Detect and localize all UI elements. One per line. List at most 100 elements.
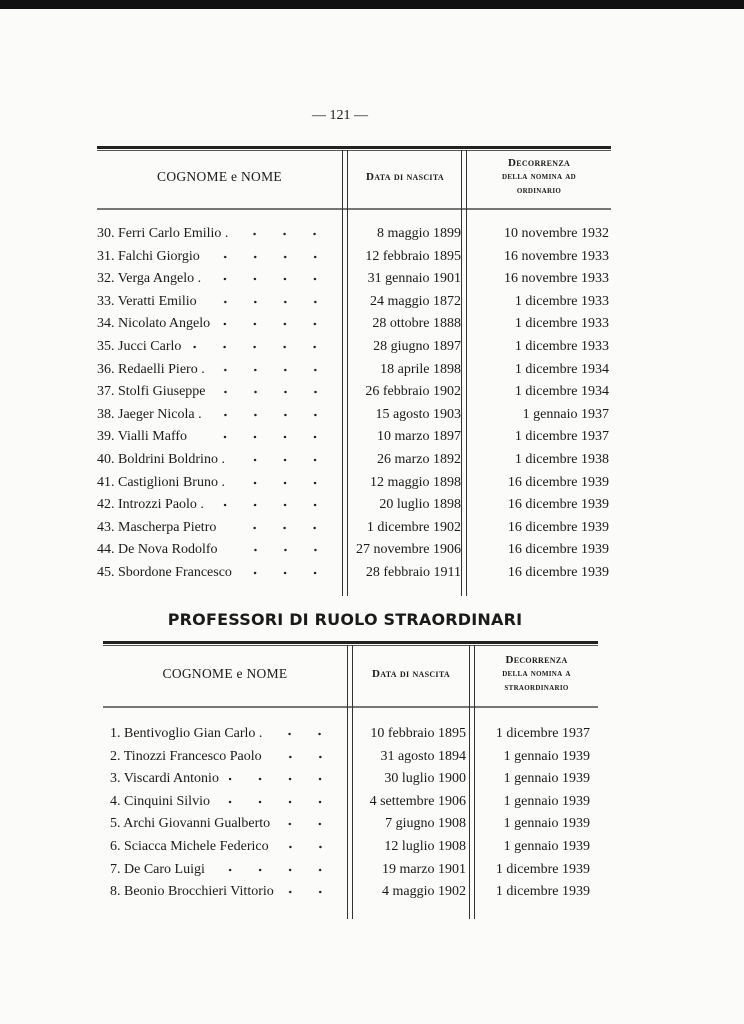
cell-decorrenza: 1 gennaio 1937 [522,406,609,422]
cell-decorrenza: 16 novembre 1933 [504,248,609,264]
cell-decorrenza: 1 dicembre 1934 [514,361,609,377]
cell-name: 33. Veratti Emilio [97,293,197,309]
cell-decorrenza: 16 dicembre 1939 [507,542,609,558]
cell-name-wrapper: 35. Jucci Carlo [97,337,340,357]
header-birth: Data di nascita [366,171,444,183]
cell-name-wrapper: 32. Verga Angelo . [97,269,340,289]
column-divider [469,645,475,919]
cell-name: 3. Viscardi Antonio [110,771,219,787]
cell-name-wrapper: 36. Redaelli Piero . [97,360,340,380]
top-rule [97,146,611,149]
cell-name-wrapper: 31. Falchi Giorgio [97,247,340,267]
top-rule [103,641,598,644]
cell-name-wrapper: 6. Sciacca Michele Federico [103,837,345,857]
cell-decorrenza: 1 dicembre 1938 [514,452,609,467]
leader-dots [234,479,330,486]
table-row: 5. Archi Giovanni Gualberto 7 giugno 1908… [103,814,598,834]
cell-birth-date: 31 agosto 1894 [380,748,466,764]
table-row: 34. Nicolato Angelo 28 ottobre 1888 1 dice… [97,314,611,334]
leader-dots [234,457,330,463]
cell-name: 40. Boldrini Boldrino . [97,452,225,467]
cell-birth-date: 10 febbraio 1895 [370,726,466,741]
cell-birth-date: 28 febbraio 1911 [365,565,461,580]
cell-decorrenza: 10 novembre 1932 [504,226,609,241]
cell-name: 39. Vialli Maffo [97,429,188,445]
header-decorrenza-line: ordinario [516,185,562,196]
cell-name-wrapper: 37. Stolfi Giuseppe [97,382,340,402]
cell-birth-date: 28 ottobre 1888 [372,316,461,332]
cell-decorrenza: 16 dicembre 1939 [507,497,609,513]
cell-name-wrapper: 40. Boldrini Boldrino . [97,450,340,470]
table-row: 45. Sbordone Francesco 28 febbraio 1911 16… [97,563,611,583]
cell-decorrenza: 1 gennaio 1939 [503,793,590,809]
cell-decorrenza: 1 dicembre 1939 [495,884,590,900]
cell-birth-date: 12 febbraio 1895 [365,248,461,264]
cell-decorrenza: 1 gennaio 1939 [503,816,590,832]
table-row: 6. Sciacca Michele Federico 12 luglio 190… [103,837,598,857]
cell-birth-date: 26 marzo 1892 [377,452,461,467]
header-decorrenza-line: Decorrenza [507,157,571,169]
table-row: 31. Falchi Giorgio 12 febbraio 1895 16 nov… [97,247,611,267]
table-row: 40. Boldrini Boldrino . 26 marzo 1892 1 di… [97,450,611,470]
leader-dots [209,253,330,260]
cell-name: 35. Jucci Carlo [97,339,182,354]
table-row: 35. Jucci Carlo 28 giugno 1897 1 dicembre … [97,337,611,357]
cell-decorrenza: 1 gennaio 1939 [503,748,590,764]
cell-name-wrapper: 39. Vialli Maffo [97,427,340,447]
table-row: 33. Veratti Emilio 24 maggio 1872 1 dicemb… [97,292,611,312]
cell-name: 37. Stolfi Giuseppe [97,384,206,400]
cell-name-wrapper: 33. Veratti Emilio [97,292,340,312]
header-birth: Data di nascita [372,668,450,680]
header-rule [97,208,611,210]
cell-name: 31. Falchi Giorgio [97,248,200,264]
leader-dots [197,434,330,441]
table-row: 8. Beonio Brocchieri Vittorio 4 maggio 19… [103,882,598,902]
cell-decorrenza: 1 dicembre 1934 [514,384,609,400]
cell-birth-date: 12 luglio 1908 [384,839,466,854]
cell-name: 41. Castiglioni Bruno . [97,474,225,490]
header-decorrenza-line: della nomina a [502,668,571,679]
cell-name-wrapper: 45. Sbordone Francesco [97,563,340,583]
cell-birth-date: 4 settembre 1906 [369,793,466,809]
cell-decorrenza: 1 dicembre 1939 [495,861,590,877]
leader-dots [215,389,330,396]
cell-birth-date: 28 giugno 1897 [373,339,461,354]
cell-name-wrapper: 2. Tinozzi Francesco Paolo [103,747,345,767]
leader-dots [220,321,330,328]
leader-dots [226,524,330,531]
leader-dots [272,731,335,737]
cell-name-wrapper: 34. Nicolato Angelo [97,314,340,334]
cell-name-wrapper: 5. Archi Giovanni Gualberto [103,814,345,834]
cell-name: 32. Verga Angelo . [97,271,202,287]
leader-dots [211,411,330,418]
header-rule [103,706,598,708]
leader-dots [227,547,330,554]
cell-name: 4. Cinquini Silvio [110,793,210,809]
cell-name: 30. Ferri Carlo Emilio . [97,226,229,241]
cell-decorrenza: 16 dicembre 1939 [507,519,609,535]
leader-dots [214,366,330,373]
table-row: 32. Verga Angelo . 31 gennaio 1901 16 nove… [97,269,611,289]
section-title: PROFESSORI DI RUOLO STRAORDINARI [167,610,523,629]
leader-dots [213,502,330,509]
cell-birth-date: 24 maggio 1872 [370,293,461,309]
cell-birth-date: 30 luglio 1900 [384,771,466,787]
header-decorrenza-line: Decorrenza [505,654,568,666]
table-row: 44. De Nova Rodolfo 27 novembre 1906 16 di… [97,540,611,560]
leader-dots [241,570,330,576]
table-row: 2. Tinozzi Francesco Paolo 31 agosto 1894… [103,747,598,767]
cell-birth-date: 8 maggio 1899 [377,226,461,241]
column-divider [347,645,353,919]
cell-name-wrapper: 43. Mascherpa Pietro [97,518,340,538]
cell-birth-date: 12 maggio 1898 [370,474,461,490]
cell-decorrenza: 1 dicembre 1937 [514,429,609,445]
cell-name: 1. Bentivoglio Gian Carlo . [110,726,263,741]
cell-birth-date: 1 dicembre 1902 [366,519,461,535]
cell-birth-date: 20 luglio 1898 [379,497,461,513]
leader-dots [280,821,335,828]
table-row: 36. Redaelli Piero . 18 aprile 1898 1 dice… [97,360,611,380]
cell-decorrenza: 1 dicembre 1933 [514,293,609,309]
cell-name: 45. Sbordone Francesco [97,565,232,580]
table-row: 4. Cinquini Silvio 4 settembre 1906 1 genn… [103,792,598,812]
cell-name-wrapper: 8. Beonio Brocchieri Vittorio [103,882,345,902]
